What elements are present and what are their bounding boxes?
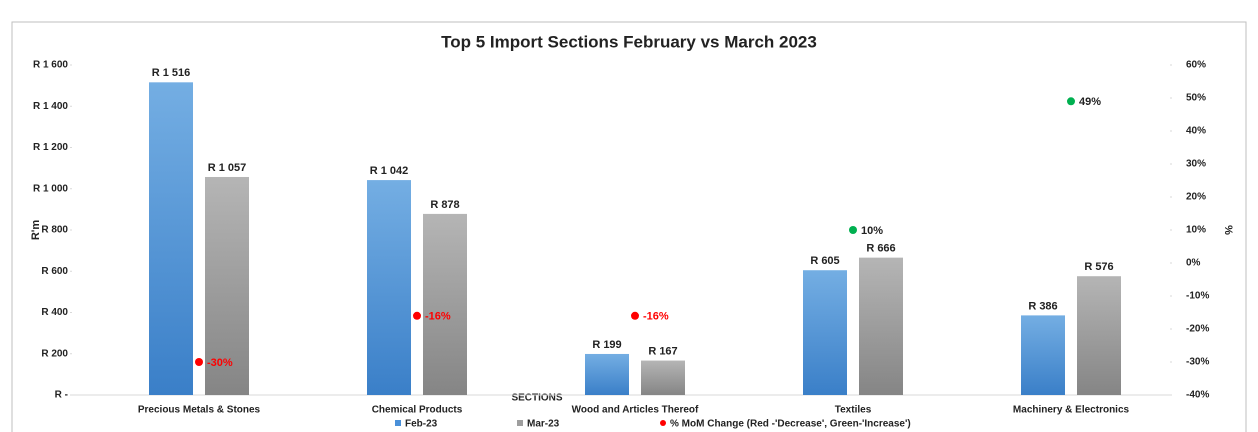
bar xyxy=(1021,315,1065,395)
bar xyxy=(859,257,903,395)
value-label: -30% xyxy=(207,357,233,369)
value-label: -16% xyxy=(425,311,451,323)
y-tick-label: R 200 xyxy=(41,348,68,359)
x-tick-label: Wood and Articles Thereof xyxy=(572,405,699,416)
bar xyxy=(367,180,411,395)
x-tick-label: Precious Metals & Stones xyxy=(138,405,261,416)
legend-label: Feb-23 xyxy=(405,419,438,430)
x-axis-label: SECTIONS xyxy=(511,393,562,404)
y2-tick-label: -30% xyxy=(1186,357,1209,368)
y2-tick-label: 50% xyxy=(1186,93,1206,104)
value-label: R 576 xyxy=(1084,261,1113,273)
point xyxy=(413,311,421,320)
y-tick-label: R 1 600 xyxy=(33,60,68,71)
point xyxy=(849,226,857,234)
y-tick-label: R 1 200 xyxy=(33,142,68,153)
x-tick-label: Textiles xyxy=(835,405,872,416)
value-label: R 199 xyxy=(592,339,621,351)
y2-tick-label: -10% xyxy=(1186,291,1209,302)
bar xyxy=(1077,276,1121,395)
y-axis-label: R'm xyxy=(30,220,42,241)
value-label: R 1 057 xyxy=(208,162,247,174)
y-tick-label: R 800 xyxy=(41,225,68,236)
y2-tick-label: -40% xyxy=(1186,390,1209,401)
legend-swatch xyxy=(660,420,666,426)
bar xyxy=(641,360,685,395)
y2-tick-label: 40% xyxy=(1186,126,1206,137)
y-tick-label: R 1 400 xyxy=(33,101,68,112)
point xyxy=(195,358,203,366)
bar xyxy=(423,213,467,395)
legend-label: Mar-23 xyxy=(527,419,560,430)
value-label: R 666 xyxy=(866,243,895,255)
y2-tick-label: 60% xyxy=(1186,60,1206,71)
y-tick-label: R 600 xyxy=(41,266,68,277)
value-label: R 605 xyxy=(810,255,839,267)
legend-label: % MoM Change (Red -'Decrease', Green-'In… xyxy=(670,419,911,430)
y2-tick-label: 10% xyxy=(1186,225,1206,236)
legend-swatch xyxy=(395,420,401,426)
x-tick-label: Machinery & Electronics xyxy=(1013,405,1130,416)
value-label: 10% xyxy=(861,225,883,237)
y2-tick-label: 30% xyxy=(1186,159,1206,170)
y-tick-label: R 400 xyxy=(41,307,68,318)
y2-tick-label: 20% xyxy=(1186,192,1206,203)
value-label: R 878 xyxy=(430,199,459,211)
bar xyxy=(149,82,193,395)
value-label: R 1 042 xyxy=(370,165,409,177)
y-tick-label: R - xyxy=(55,390,68,401)
value-label: 49% xyxy=(1079,96,1101,108)
value-label: R 386 xyxy=(1028,300,1057,312)
chart-title: Top 5 Import Sections February vs March … xyxy=(441,32,817,51)
x-tick-label: Chemical Products xyxy=(372,405,463,416)
value-label: R 167 xyxy=(648,345,677,357)
bar xyxy=(803,270,847,395)
y2-tick-label: -20% xyxy=(1186,324,1209,335)
y2-tick-label: 0% xyxy=(1186,258,1201,269)
y2-axis-label: % xyxy=(1222,225,1234,235)
legend-swatch xyxy=(517,420,523,426)
y-tick-label: R 1 000 xyxy=(33,183,68,194)
value-label: -16% xyxy=(643,311,669,323)
point xyxy=(631,311,639,320)
bar xyxy=(585,353,629,395)
point xyxy=(1067,97,1075,106)
bar xyxy=(205,176,249,395)
value-label: R 1 516 xyxy=(152,67,191,79)
